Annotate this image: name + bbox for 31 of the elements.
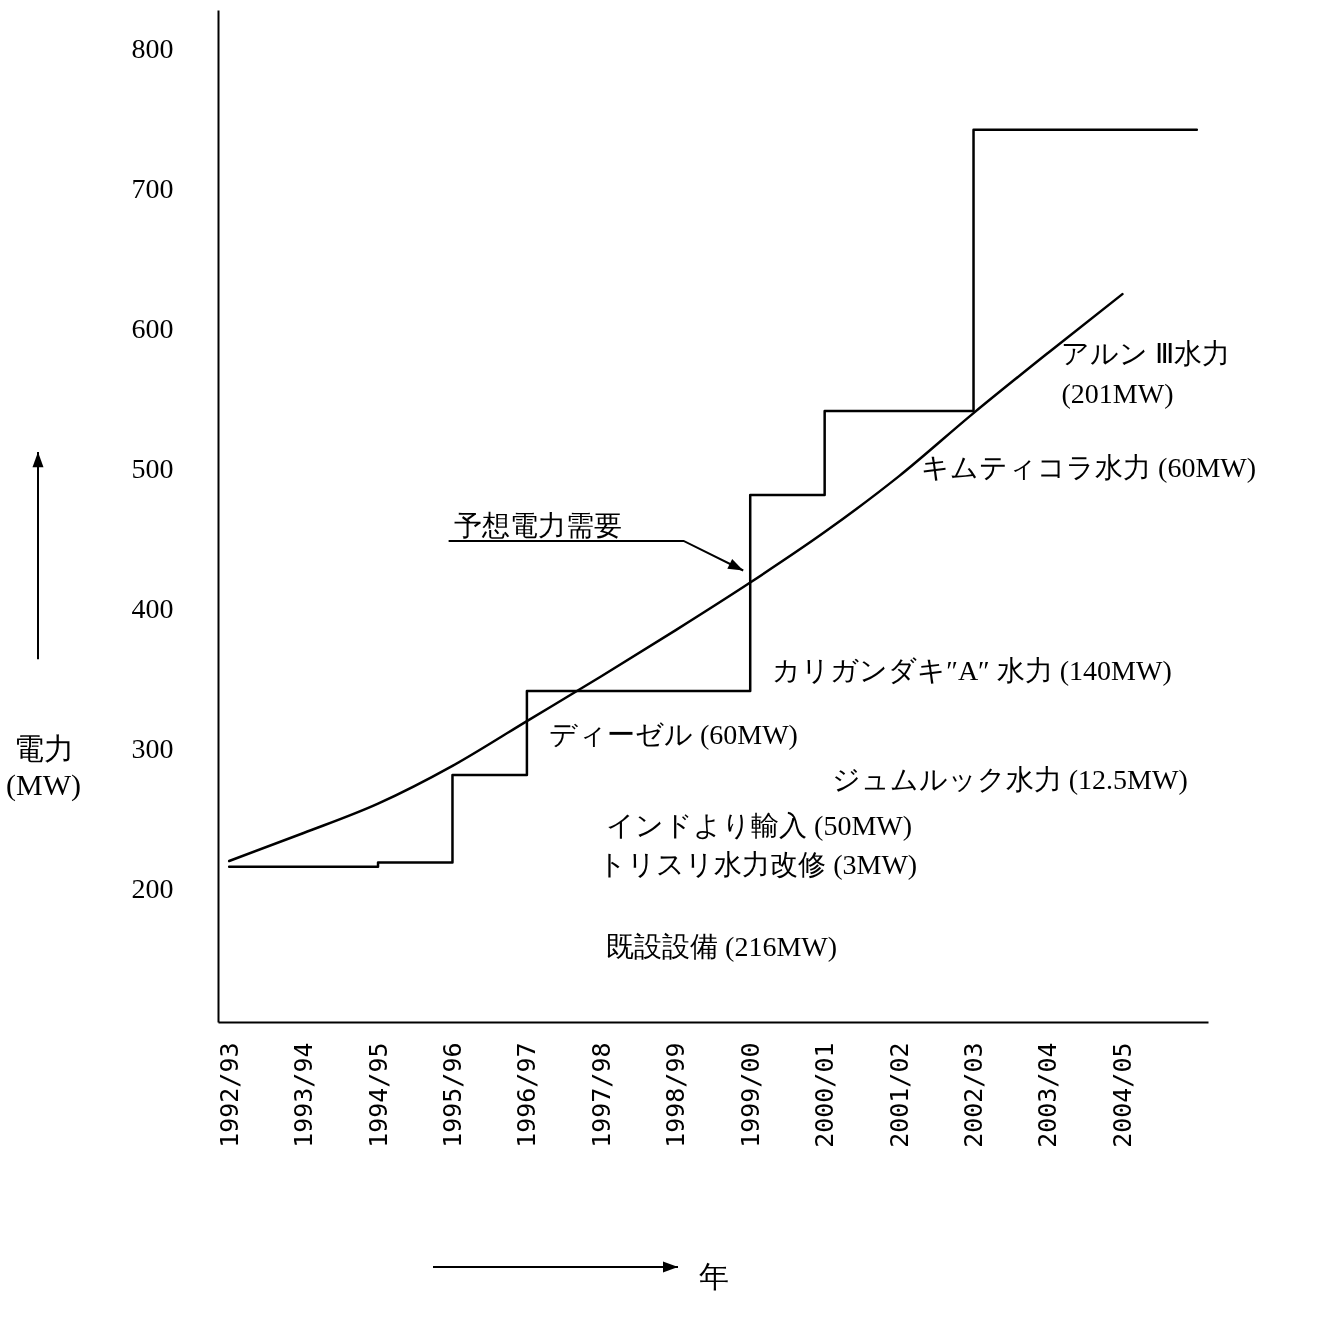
y-tick-label: 600 [131,312,174,344]
x-tick-label: 2001/02 [884,1042,914,1148]
x-tick-label: 1997/98 [586,1042,616,1148]
annotation: ディーゼル (60MW) [548,719,798,751]
y-tick-label: 200 [131,872,174,904]
annotation: トリスリ水力改修 (3MW) [598,848,918,880]
x-tick-label: 1996/97 [512,1042,542,1148]
y-axis-title: 電力 (MW) [6,731,81,802]
x-tick-label: 2000/01 [810,1042,840,1148]
y-tick-label: 300 [131,732,174,764]
y-tick-label: 500 [131,452,174,484]
annotation: インドより輸入 (50MW) [606,809,913,841]
x-tick-label: 1998/99 [661,1042,691,1148]
annotation: カリガンダキ″A″ 水力 (140MW) [772,655,1172,687]
x-tick-label: 2002/03 [959,1042,989,1148]
annotation: 既設設備 (216MW) [606,930,838,962]
annotation: 予想電力需要 [453,509,622,541]
x-tick-label: 1994/95 [363,1042,393,1148]
x-tick-label: 1999/00 [735,1042,765,1148]
x-tick-label: 2003/04 [1033,1042,1063,1148]
y-tick-label: 800 [131,32,174,64]
annotation: ジュムルック水力 (12.5MW) [831,763,1188,795]
x-tick-label: 2004/05 [1107,1042,1137,1148]
x-tick-label: 1993/94 [289,1042,319,1148]
y-tick-label: 400 [131,592,174,624]
annotation: アルン Ⅲ水力 (201MW) [1061,337,1231,409]
x-tick-label: 1995/96 [437,1042,467,1148]
annotation: キムティコラ水力 (60MW) [921,452,1257,484]
x-axis-title: 年 [698,1259,729,1293]
x-tick-label: 1992/93 [214,1042,244,1148]
y-tick-label: 700 [131,172,174,204]
